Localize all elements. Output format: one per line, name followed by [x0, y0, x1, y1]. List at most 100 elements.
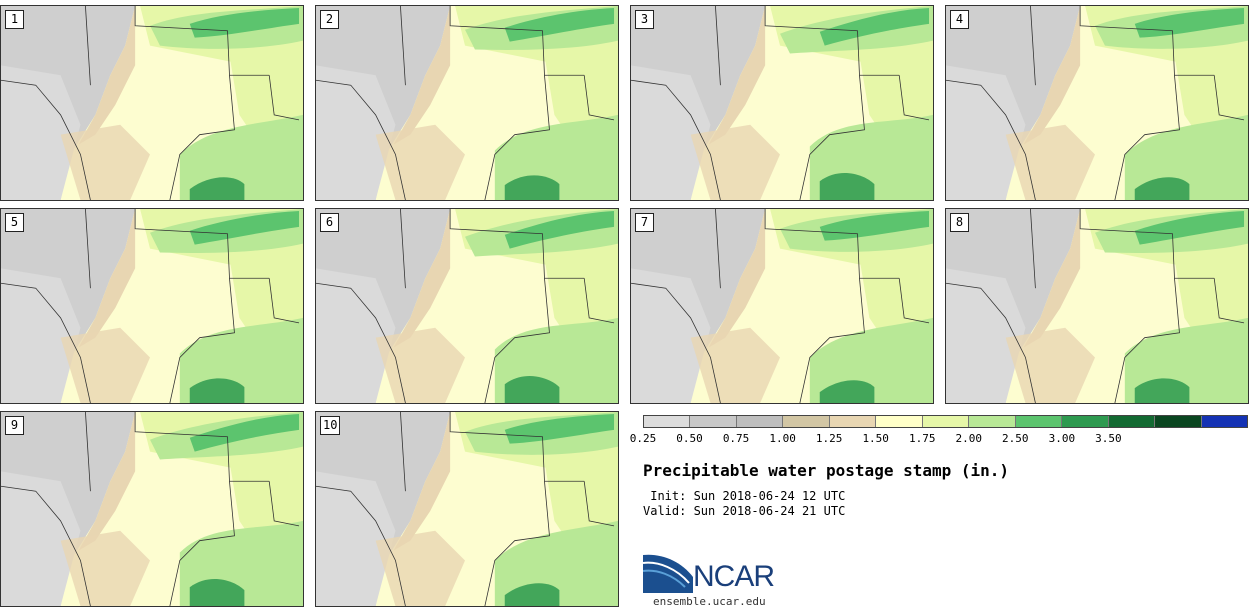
- colorbar-swatch: [690, 416, 737, 427]
- state-border-line: [1213, 278, 1245, 324]
- state-border-line: [169, 278, 235, 403]
- state-border-line: [134, 412, 270, 482]
- state-border-line: [1079, 6, 1215, 76]
- state-border-line: [134, 209, 270, 279]
- state-border-line: [169, 481, 235, 606]
- pw-contour-region: [375, 327, 466, 403]
- state-border-line: [400, 209, 406, 289]
- colorbar-tick-label: 3.00: [1048, 432, 1076, 445]
- pw-contour-region: [60, 327, 151, 403]
- pw-contour-region: [393, 6, 451, 145]
- ensemble-member-map: 8: [945, 208, 1249, 404]
- state-border-line: [449, 209, 585, 279]
- colorbar-swatch: [1108, 416, 1156, 427]
- pw-contour-region: [1023, 209, 1081, 348]
- colorbar-tick-label: 1.50: [862, 432, 889, 445]
- member-number-label: 5: [5, 213, 24, 232]
- precipitable-water-field: [1, 6, 303, 200]
- precipitable-water-field: [946, 6, 1248, 200]
- colorbar-tick-label: 3.50: [1095, 432, 1122, 445]
- colorbar-swatch: [783, 416, 830, 427]
- state-border-line: [764, 6, 900, 76]
- colorbar-swatch: [829, 416, 877, 427]
- state-border-line: [583, 481, 615, 527]
- precipitable-water-field: [946, 209, 1248, 403]
- ensemble-member-map: 9: [0, 411, 304, 607]
- colorbar-swatch: [969, 416, 1016, 427]
- state-border-line: [316, 79, 406, 200]
- pw-contour-region: [60, 124, 151, 200]
- pw-contour-region: [316, 268, 396, 403]
- member-number-label: 4: [950, 10, 969, 29]
- colorbar-tick-label: 2.50: [1002, 432, 1029, 445]
- precipitable-water-field: [1, 209, 303, 403]
- state-border-line: [316, 282, 406, 403]
- pw-contour-region: [504, 375, 560, 403]
- state-border-line: [400, 412, 406, 492]
- ensemble-member-map: 4: [945, 5, 1249, 201]
- state-border-line: [946, 282, 1036, 403]
- precipitable-water-field: [1, 412, 303, 606]
- state-border-line: [898, 75, 930, 121]
- pw-contour-region: [1134, 378, 1190, 403]
- member-number-label: 7: [635, 213, 654, 232]
- pw-contour-region: [690, 124, 781, 200]
- state-border-line: [715, 6, 721, 86]
- colorbar-swatch: [1015, 416, 1063, 427]
- pw-contour-region: [1, 471, 81, 606]
- pw-contour-region: [78, 209, 136, 348]
- pw-contour-region: [1134, 177, 1190, 200]
- pw-contour-region: [1124, 114, 1248, 200]
- state-border-line: [631, 79, 721, 200]
- state-border-line: [946, 79, 1036, 200]
- pw-contour-region: [631, 268, 711, 403]
- state-border-line: [1030, 6, 1036, 86]
- colorbar: [643, 415, 1248, 428]
- state-border-line: [268, 278, 300, 324]
- precipitable-water-field: [316, 6, 618, 200]
- colorbar-ticks: 0.25 0.50 0.75 1.00 1.25 1.50 1.75 2.00 2.50 3.00…: [630, 432, 1248, 446]
- state-border-line: [484, 481, 550, 606]
- pw-contour-region: [78, 412, 136, 551]
- ensemble-member-map: 6: [315, 208, 619, 404]
- member-number-label: 3: [635, 10, 654, 29]
- pw-contour-region: [504, 210, 615, 249]
- pw-contour-region: [1, 268, 81, 403]
- state-border-line: [799, 278, 865, 403]
- state-border-line: [316, 485, 406, 606]
- state-border-line: [1, 282, 91, 403]
- pw-contour-region: [393, 209, 451, 348]
- colorbar-tick-label: 1.75: [908, 432, 936, 445]
- colorbar-swatch: [736, 416, 784, 427]
- colorbar-swatch: [1062, 416, 1109, 427]
- ensemble-member-map: 3: [630, 5, 934, 201]
- pw-contour-region: [375, 124, 466, 200]
- state-border-line: [799, 75, 865, 200]
- pw-contour-region: [690, 327, 781, 403]
- state-border-line: [449, 6, 585, 76]
- pw-contour-region: [1134, 210, 1245, 245]
- state-border-line: [1, 485, 91, 606]
- state-border-line: [268, 481, 300, 527]
- site-url[interactable]: ensemble.ucar.edu: [653, 595, 766, 608]
- pw-contour-region: [1, 65, 81, 200]
- colorbar-tick-label: 1.00: [769, 432, 796, 445]
- pw-contour-region: [393, 412, 451, 551]
- pw-contour-region: [189, 413, 300, 452]
- pw-contour-region: [78, 6, 136, 145]
- colorbar-swatch: [1201, 416, 1248, 427]
- state-border-line: [583, 75, 615, 121]
- pw-contour-region: [189, 578, 245, 606]
- precipitable-water-field: [316, 209, 618, 403]
- ncar-wordmark: NCAR: [693, 560, 775, 593]
- colorbar-tick-label: 0.50: [676, 432, 703, 445]
- state-border-line: [1114, 278, 1180, 403]
- member-number-label: 1: [5, 10, 24, 29]
- colorbar-swatch: [922, 416, 970, 427]
- precipitable-water-field: [631, 6, 933, 200]
- member-number-label: 9: [5, 416, 24, 435]
- state-border-line: [1030, 209, 1036, 289]
- pw-contour-region: [1023, 6, 1081, 145]
- colorbar-tick-label: 1.25: [815, 432, 843, 445]
- state-border-line: [1114, 75, 1180, 200]
